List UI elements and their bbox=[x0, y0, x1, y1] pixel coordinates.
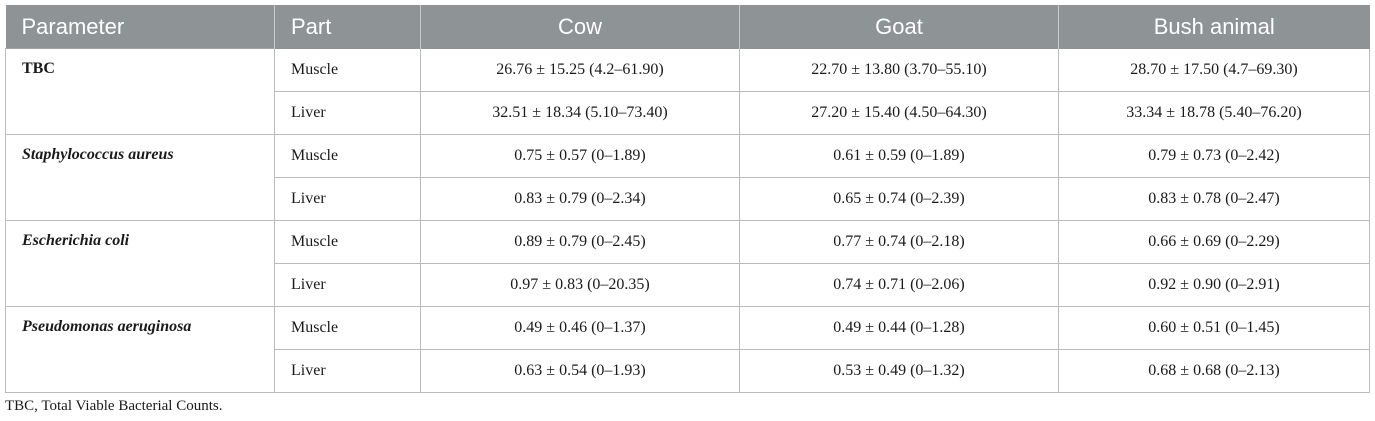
parameter-cell: Pseudomonas aeruginosa bbox=[5, 305, 275, 393]
header-part: Part bbox=[274, 5, 421, 49]
part-cell: Liver bbox=[274, 176, 421, 221]
table-header: Parameter Part Cow Goat Bush animal bbox=[5, 5, 1370, 49]
table-row: Liver 0.63 ± 0.54 (0–1.93) 0.53 ± 0.49 (0–… bbox=[6, 348, 1370, 393]
cow-value-cell: 32.51 ± 18.34 (5.10–73.40) bbox=[420, 90, 740, 135]
goat-value-cell: 27.20 ± 15.40 (4.50–64.30) bbox=[739, 90, 1059, 135]
goat-value-cell: 0.74 ± 0.71 (0–2.06) bbox=[739, 262, 1059, 307]
cow-value-cell: 0.83 ± 0.79 (0–2.34) bbox=[420, 176, 740, 221]
part-cell: Muscle bbox=[274, 48, 421, 92]
part-cell: Muscle bbox=[274, 220, 421, 264]
cow-value-cell: 0.89 ± 0.79 (0–2.45) bbox=[420, 220, 740, 264]
table-row: TBC Muscle 26.76 ± 15.25 (4.2–61.90) 22.70 … bbox=[5, 48, 1370, 135]
part-cell: Muscle bbox=[274, 134, 421, 178]
bush-animal-value-cell: 0.60 ± 0.51 (0–1.45) bbox=[1058, 306, 1370, 350]
part-cell: Liver bbox=[274, 348, 421, 393]
table-row: Liver 0.83 ± 0.79 (0–2.34) 0.65 ± 0.74 (0–… bbox=[6, 176, 1370, 221]
goat-value-cell: 0.49 ± 0.44 (0–1.28) bbox=[739, 306, 1059, 350]
cow-value-cell: 0.75 ± 0.57 (0–1.89) bbox=[420, 134, 740, 178]
bush-animal-value-cell: 0.79 ± 0.73 (0–2.42) bbox=[1058, 134, 1370, 178]
table-row: Staphylococcus aureus Muscle 0.75 ± 0.57 (… bbox=[5, 133, 1370, 221]
data-table-container: Parameter Part Cow Goat Bush animal TBC M… bbox=[5, 5, 1370, 393]
parameter-cell: Escherichia coli bbox=[5, 219, 275, 307]
goat-value-cell: 0.61 ± 0.59 (0–1.89) bbox=[739, 134, 1059, 178]
table-row: Pseudomonas aeruginosa Muscle 0.49 ± 0.46 … bbox=[5, 305, 1370, 393]
table-row: Escherichia coli Muscle 0.89 ± 0.79 (0–2.4… bbox=[5, 219, 1370, 307]
header-bush-animal: Bush animal bbox=[1058, 5, 1370, 49]
table-row: Liver 32.51 ± 18.34 (5.10–73.40) 27.20 ± 1… bbox=[6, 90, 1370, 135]
header-cow: Cow bbox=[420, 5, 740, 49]
part-cell: Liver bbox=[274, 262, 421, 307]
part-cell: Muscle bbox=[274, 306, 421, 350]
bush-animal-value-cell: 0.92 ± 0.90 (0–2.91) bbox=[1058, 262, 1370, 307]
bacterial-counts-table: Parameter Part Cow Goat Bush animal TBC M… bbox=[5, 5, 1370, 393]
header-goat: Goat bbox=[739, 5, 1059, 49]
cow-value-cell: 26.76 ± 15.25 (4.2–61.90) bbox=[420, 48, 740, 92]
bush-animal-value-cell: 0.66 ± 0.69 (0–2.29) bbox=[1058, 220, 1370, 264]
table-body: TBC Muscle 26.76 ± 15.25 (4.2–61.90) 22.70 … bbox=[5, 48, 1370, 393]
header-row: Parameter Part Cow Goat Bush animal bbox=[5, 5, 1370, 49]
bush-animal-value-cell: 0.83 ± 0.78 (0–2.47) bbox=[1058, 176, 1370, 221]
goat-value-cell: 22.70 ± 13.80 (3.70–55.10) bbox=[739, 48, 1059, 92]
bush-animal-value-cell: 33.34 ± 18.78 (5.40–76.20) bbox=[1058, 90, 1370, 135]
parameter-cell: TBC bbox=[5, 48, 275, 135]
cow-value-cell: 0.63 ± 0.54 (0–1.93) bbox=[420, 348, 740, 393]
goat-value-cell: 0.77 ± 0.74 (0–2.18) bbox=[739, 220, 1059, 264]
bush-animal-value-cell: 0.68 ± 0.68 (0–2.13) bbox=[1058, 348, 1370, 393]
bush-animal-value-cell: 28.70 ± 17.50 (4.7–69.30) bbox=[1058, 48, 1370, 92]
goat-value-cell: 0.53 ± 0.49 (0–1.32) bbox=[739, 348, 1059, 393]
parameter-cell: Staphylococcus aureus bbox=[5, 133, 275, 221]
cow-value-cell: 0.49 ± 0.46 (0–1.37) bbox=[420, 306, 740, 350]
cow-value-cell: 0.97 ± 0.83 (0–20.35) bbox=[420, 262, 740, 307]
part-cell: Liver bbox=[274, 90, 421, 135]
header-parameter: Parameter bbox=[5, 5, 275, 49]
table-row: Liver 0.97 ± 0.83 (0–20.35) 0.74 ± 0.71 (0… bbox=[6, 262, 1370, 307]
table-footnote: TBC, Total Viable Bacterial Counts. bbox=[5, 398, 223, 414]
goat-value-cell: 0.65 ± 0.74 (0–2.39) bbox=[739, 176, 1059, 221]
